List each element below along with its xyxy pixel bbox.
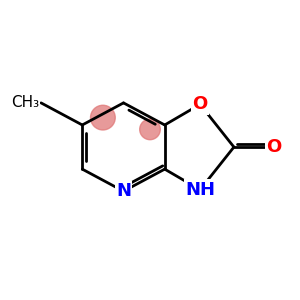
Circle shape [91,105,115,130]
Text: O: O [266,138,281,156]
Circle shape [140,119,160,140]
Text: CH₃: CH₃ [11,95,40,110]
Text: O: O [192,95,208,113]
Text: N: N [116,182,131,200]
Text: NH: NH [185,181,215,199]
